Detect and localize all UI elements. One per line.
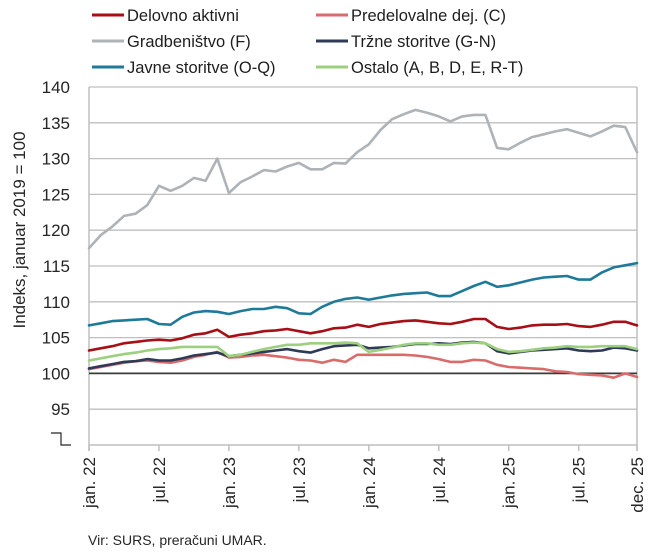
legend-item: Javne storitve (O-Q) — [92, 59, 276, 77]
source-note: Vir: SURS, preračuni UMAR. — [88, 532, 267, 548]
series-line-predelovalne-dej-c — [87, 350, 639, 380]
y-axis-title: Indeks, januar 2019 = 100 — [10, 131, 29, 328]
legend-item: Predelovalne dej. (C) — [316, 7, 506, 25]
y-tick-label: 130 — [42, 150, 70, 169]
x-tick-label: dec. 25 — [628, 457, 647, 513]
legend-label: Gradbeništvo (F) — [127, 33, 251, 51]
y-tick-label: 115 — [43, 257, 70, 276]
legend-item: Tržne storitve (G-N) — [316, 33, 496, 51]
x-tick-label: jan. 23 — [220, 457, 239, 509]
y-tick-label: 110 — [43, 293, 70, 312]
legend-label: Delovno aktivni — [127, 7, 239, 25]
y-tick-label: 120 — [42, 221, 70, 240]
y-tick-label: 105 — [42, 329, 70, 348]
legend-item: Ostalo (A, B, D, E, R-T) — [316, 59, 523, 77]
series-line-delovno-aktivni — [87, 317, 639, 352]
series-line-ostalo-a-b-d-e-r-t — [87, 341, 639, 362]
series-lines — [87, 108, 639, 380]
legend-label: Tržne storitve (G-N) — [351, 33, 496, 51]
x-tick-label: jul. 22 — [150, 457, 169, 503]
x-tick-label: jan. 22 — [80, 457, 99, 509]
x-tick-label: jul. 24 — [430, 457, 449, 503]
y-tick-label: 125 — [42, 185, 70, 204]
y-axis-ticks: 140 135 130 125 120 115 110 105 100 95 — [42, 78, 71, 446]
x-axis: jan. 22 jul. 22 jan. 23 jul. 23 jan. 24 jul. … — [80, 87, 647, 513]
series-line-gradbeništvo-f — [87, 108, 639, 250]
series-line-javne-storitve-o-q — [87, 261, 639, 327]
x-tick-label: jul. 25 — [570, 457, 589, 503]
x-tick-label: jan. 25 — [500, 457, 519, 509]
legend: Delovno aktivni Predelovalne dej. (C) Grad… — [92, 7, 523, 77]
y-tick-label: 140 — [42, 78, 70, 97]
legend-label: Predelovalne dej. (C) — [351, 7, 506, 25]
y-tick-label: 135 — [42, 114, 70, 133]
x-tick-label: jul. 23 — [290, 457, 309, 503]
y-tick-label: 100 — [42, 364, 70, 383]
legend-label: Javne storitve (O-Q) — [127, 59, 276, 77]
axis-break-icon — [51, 432, 71, 446]
legend-label: Ostalo (A, B, D, E, R-T) — [351, 59, 523, 77]
legend-item: Gradbeništvo (F) — [92, 33, 251, 51]
y-tick-label: 95 — [51, 400, 70, 419]
legend-item: Delovno aktivni — [92, 7, 239, 25]
x-tick-label: jan. 24 — [360, 457, 379, 509]
